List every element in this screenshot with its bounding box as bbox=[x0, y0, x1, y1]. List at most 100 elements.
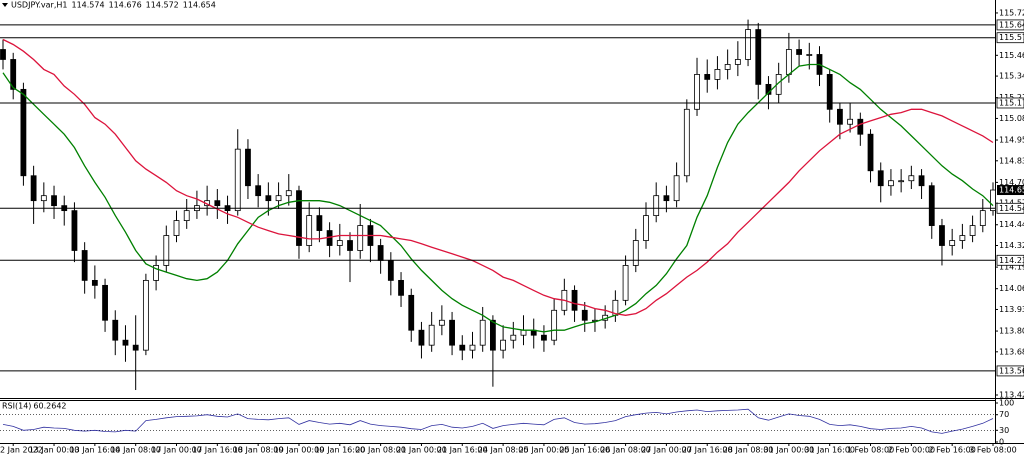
candle-body bbox=[765, 83, 772, 95]
candle-body bbox=[398, 279, 404, 296]
candle-body bbox=[122, 339, 129, 346]
x-tick-label: 2 Jan 2022 bbox=[0, 446, 43, 454]
rsi-tick-label: 100 bbox=[999, 399, 1014, 408]
y-tick-label: 114.445 bbox=[999, 220, 1024, 229]
price-label-box bbox=[997, 185, 1024, 196]
candle-body bbox=[479, 319, 486, 346]
candle-body bbox=[918, 175, 925, 187]
candle-body bbox=[102, 284, 108, 321]
level-label-box bbox=[996, 365, 1024, 377]
candle-body bbox=[408, 294, 415, 331]
candle-body bbox=[30, 175, 37, 202]
x-tick-label: 26 Jan 08:00 bbox=[600, 446, 651, 454]
candle-body bbox=[704, 74, 711, 80]
candle-body bbox=[153, 265, 159, 281]
candle-body bbox=[469, 344, 476, 351]
candle-body bbox=[673, 175, 680, 202]
candle-body bbox=[571, 289, 578, 311]
candle-body bbox=[214, 200, 221, 207]
level-label-box bbox=[996, 254, 1024, 266]
candle-body bbox=[296, 190, 302, 246]
candle-body bbox=[510, 334, 517, 341]
candle-body bbox=[173, 220, 180, 236]
y-tick-label: 114.320 bbox=[999, 241, 1024, 250]
rsi-tick-label: 70 bbox=[999, 410, 1009, 419]
candle-body bbox=[908, 175, 915, 182]
candle-body bbox=[489, 319, 496, 351]
candle-body bbox=[785, 49, 792, 75]
level-label: 115.178 bbox=[999, 98, 1024, 107]
candle-body bbox=[520, 329, 527, 336]
level-label-box bbox=[996, 32, 1024, 44]
candle-body bbox=[438, 319, 445, 326]
x-tick-label: 24 Jan 08:00 bbox=[478, 446, 529, 454]
candle-body bbox=[132, 344, 139, 351]
level-label-box bbox=[996, 97, 1024, 109]
candle-body bbox=[40, 195, 47, 202]
candle-body bbox=[939, 225, 945, 246]
y-tick-label: 114.955 bbox=[999, 136, 1024, 145]
candle-body bbox=[336, 240, 343, 246]
x-tick-label: 14 Jan 08:00 bbox=[110, 446, 161, 454]
candle-body bbox=[377, 245, 384, 261]
candle-body bbox=[683, 108, 690, 177]
rsi-tick-label: 0 bbox=[999, 438, 1004, 447]
candle-body bbox=[357, 225, 364, 251]
x-tick-label: 19 Jan 16:00 bbox=[314, 446, 365, 454]
y-tick-label: 115.720 bbox=[999, 8, 1024, 17]
y-tick-label: 114.700 bbox=[999, 178, 1024, 187]
candle-body bbox=[347, 240, 353, 251]
y-tick-label: 113.420 bbox=[999, 391, 1024, 400]
candle-body bbox=[990, 189, 996, 212]
level-label: 114.544 bbox=[999, 204, 1024, 213]
y-tick-label: 113.680 bbox=[999, 347, 1024, 356]
chart-title: USDJPY.var,H1 bbox=[11, 1, 67, 10]
ohlc-value: 114.676 bbox=[109, 1, 142, 10]
ohlc-value: 114.574 bbox=[71, 1, 104, 10]
candle-body bbox=[888, 180, 894, 187]
candle-body bbox=[265, 195, 272, 202]
menu-triangle[interactable] bbox=[2, 3, 8, 7]
y-tick-label: 114.830 bbox=[999, 156, 1024, 165]
x-tick-label: 31 Jan 16:00 bbox=[804, 446, 855, 454]
x-tick-label: 27 Jan 16:00 bbox=[682, 446, 733, 454]
candle-body bbox=[459, 344, 466, 351]
candle-body bbox=[663, 195, 670, 202]
candle-body bbox=[653, 195, 660, 217]
candle-body bbox=[632, 240, 639, 266]
candle-body bbox=[418, 329, 425, 346]
candle-body bbox=[428, 324, 435, 346]
candle-body bbox=[20, 88, 27, 177]
candle-body bbox=[51, 195, 57, 207]
candle-body bbox=[306, 215, 313, 246]
candle-body bbox=[581, 309, 588, 321]
candle-body bbox=[714, 69, 721, 80]
rsi-line bbox=[2, 408, 994, 434]
level-label: 113.565 bbox=[999, 366, 1024, 375]
y-tick-label: 114.060 bbox=[999, 284, 1024, 293]
candle-body bbox=[826, 74, 833, 110]
x-tick-label: 1 Feb 08:00 bbox=[847, 446, 894, 454]
candle-body bbox=[255, 185, 262, 197]
candle-body bbox=[91, 279, 98, 286]
candle-body bbox=[10, 59, 17, 90]
level-label: 115.648 bbox=[999, 20, 1024, 29]
candle-body bbox=[724, 64, 731, 70]
candle-body bbox=[245, 148, 251, 187]
candle-body bbox=[316, 215, 323, 231]
moving-average bbox=[2, 63, 994, 333]
candle-body bbox=[551, 309, 558, 341]
level-label-box bbox=[996, 202, 1024, 214]
candle-body bbox=[183, 210, 190, 221]
candle-body bbox=[837, 108, 843, 125]
level-label: 115.571 bbox=[999, 33, 1024, 42]
candle-body bbox=[857, 118, 864, 135]
candle-body bbox=[806, 54, 813, 56]
candle-body bbox=[622, 265, 629, 301]
x-tick-label: 17 Jan 16:00 bbox=[192, 446, 243, 454]
candle-body bbox=[285, 190, 292, 197]
candle-body bbox=[163, 235, 170, 266]
candle-body bbox=[387, 260, 394, 281]
ohlc-value: 114.572 bbox=[146, 1, 179, 10]
